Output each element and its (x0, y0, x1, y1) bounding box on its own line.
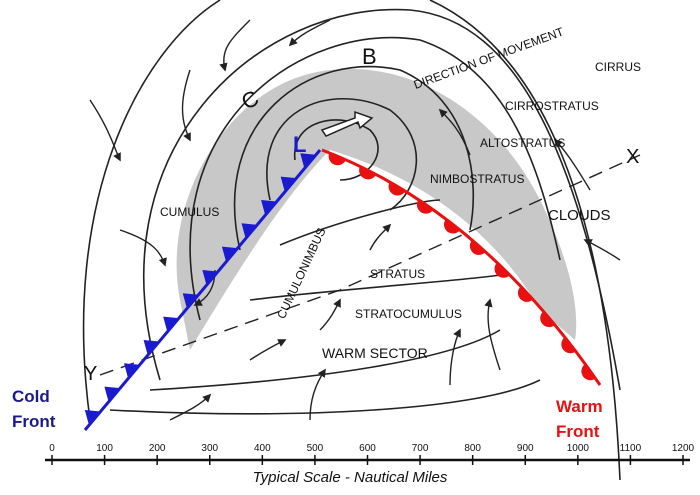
arrow (438, 108, 471, 156)
arrow (219, 19, 251, 72)
cold-front-triangle (104, 386, 121, 402)
cloud-shade (176, 68, 577, 351)
cold-front-triangle (182, 293, 199, 309)
warm-front-semicircle (416, 199, 434, 214)
isobar (142, 8, 621, 391)
warm-front-label: Warm (556, 397, 603, 416)
cold-front-triangle (163, 316, 179, 332)
arrow (309, 368, 326, 421)
arrow (89, 99, 121, 162)
warm-front-semicircle (443, 218, 461, 234)
label: WARM SECTOR (322, 345, 428, 361)
isobar (266, 97, 418, 211)
isobar (233, 65, 475, 251)
fronts (83, 148, 602, 431)
section-label: Y (84, 363, 97, 385)
arrow (553, 138, 591, 191)
isobar (109, 379, 541, 415)
scale-tick-label: 1000 (567, 443, 590, 454)
warm-front-semicircle (469, 240, 486, 255)
wind-arrows (89, 19, 621, 421)
label: CIRROSTRATUS (505, 99, 599, 113)
cold-front-line (83, 149, 322, 431)
label: CLOUDS (548, 207, 611, 224)
warm-front-semicircle (561, 337, 576, 354)
scale-tick-label: 1200 (672, 443, 695, 454)
scale-tick-label: 200 (149, 443, 166, 454)
arrow (583, 239, 621, 261)
cold-front-triangle (241, 223, 258, 239)
arrow (369, 223, 392, 251)
arrow (119, 229, 167, 267)
cold-front-triangle (280, 176, 297, 192)
arrow (484, 298, 501, 371)
isobar (189, 36, 561, 321)
scale: Typical Scale - Nautical Miles 0 100 200 30… (45, 443, 695, 486)
warm-front-semicircle (540, 311, 556, 328)
cold-front-triangle (261, 199, 277, 216)
warm-front-semicircle (359, 166, 377, 180)
label: STRATOCUMULUS (355, 307, 462, 321)
label: CUMULUS (160, 205, 219, 219)
low-label: L (293, 132, 306, 157)
cold-front-label: Front (12, 412, 56, 431)
scale-tick-label: 1100 (620, 443, 642, 454)
arrow (449, 328, 461, 386)
label: CIRRUS (595, 60, 641, 74)
label: DIRECTION OF MOVEMENT (412, 24, 567, 92)
warm-front-semicircle (581, 363, 596, 381)
scale-tick-label: 900 (517, 443, 534, 454)
arrow (319, 298, 341, 331)
scale-tick-label: 600 (359, 443, 376, 454)
isobar (279, 199, 441, 246)
isobar (149, 329, 501, 391)
scale-title: Typical Scale - Nautical Miles (253, 469, 448, 486)
cold-front-triangle (124, 363, 140, 379)
scale-tick-label: 300 (201, 443, 218, 454)
cold-front-triangle (84, 409, 101, 426)
isobar-label: B (362, 44, 377, 69)
scale-tick-label: 0 (49, 443, 55, 454)
arrow (181, 69, 191, 142)
arrow (249, 339, 287, 361)
label: NIMBOSTRATUS (430, 172, 524, 186)
scale-tick-label: 100 (96, 443, 113, 454)
movement-arrow (320, 110, 374, 137)
warm-front-label: Front (556, 422, 600, 441)
scale-tick-label: 500 (307, 443, 324, 454)
arrow (169, 393, 212, 421)
cold-front-label: Cold (12, 387, 50, 406)
label: ALTOSTRATUS (480, 136, 565, 150)
label: STRATUS (370, 267, 425, 281)
warm-front-semicircle (494, 262, 510, 278)
isobar (249, 274, 501, 301)
warm-front-semicircle (328, 152, 346, 166)
cold-front-triangle (221, 246, 238, 262)
warm-front-semicircle (388, 181, 406, 196)
scale-tick-label: 400 (254, 443, 271, 454)
cold-front-triangle (143, 339, 160, 356)
label: CUMULONIMBUS (274, 226, 328, 321)
scale-tick-label: 700 (412, 443, 429, 454)
section-label: X (626, 146, 639, 168)
section-line (99, 154, 641, 376)
scale-tick-label: 800 (464, 443, 481, 454)
arrow (288, 19, 331, 47)
cold-front-triangle (202, 269, 219, 286)
cold-front-triangle (300, 153, 316, 169)
warm-front-semicircle (517, 286, 534, 302)
